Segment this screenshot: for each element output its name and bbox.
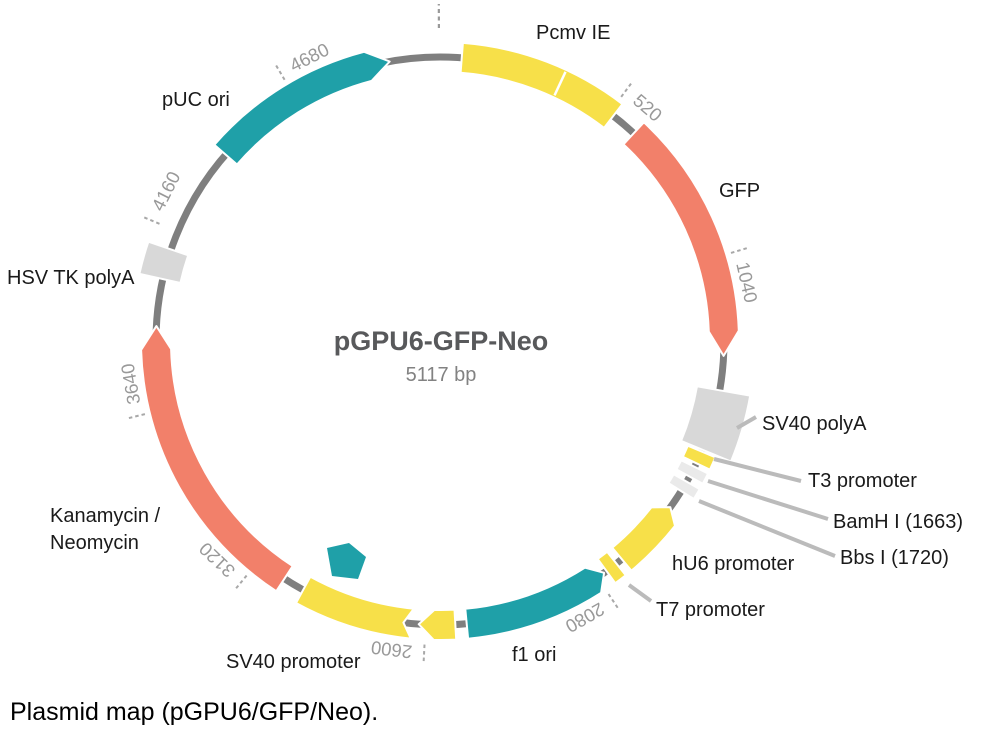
feature-sv40-promoter-arrowhead: [417, 608, 458, 641]
feature-label-line: SV40 polyA: [762, 413, 867, 435]
tick-dash-1040: [730, 247, 748, 254]
feature-bbs1-site: [667, 473, 701, 500]
feature-label-line: T3 promoter: [808, 470, 917, 492]
tick-label-3640: 3640: [117, 362, 145, 406]
leader-bamh1-site: [707, 479, 829, 521]
feature-sv40-promoter: [295, 575, 415, 640]
feature-label-line: BamH I (1663): [833, 511, 963, 533]
tick-label-520: 520: [629, 90, 666, 126]
feature-label-sv40-polya: SV40 polyA: [762, 413, 867, 435]
feature-pcmv-ie: [459, 41, 624, 129]
feature-label-t7-promoter: T7 promoter: [656, 599, 765, 621]
feature-label-line: T7 promoter: [656, 599, 765, 621]
tick-dash-3640: [128, 413, 146, 420]
tick-dash-520: [620, 82, 633, 98]
feature-label-bbs1-site: Bbs I (1720): [840, 547, 949, 569]
plasmid-size: 5117 bp: [406, 364, 477, 386]
tick-label-4160: 4160: [147, 168, 184, 214]
feature-label-f1-ori: f1 ori: [512, 644, 556, 666]
feature-hu6-promoter: [611, 506, 676, 572]
feature-sv40-polya: [680, 385, 752, 463]
leader-t3-promoter: [713, 457, 802, 483]
feature-t7-promoter: [596, 550, 627, 585]
tick-dash-3120: [235, 574, 248, 590]
feature-label-puc-ori: pUC ori: [162, 89, 230, 111]
feature-label-line: Pcmv IE: [536, 22, 610, 44]
tick-label-2600: 2600: [370, 637, 413, 663]
feature-label-line: Neomycin: [50, 532, 139, 554]
feature-label-bamh1-site: BamH I (1663): [833, 511, 963, 533]
leader-t7-promoter: [627, 583, 653, 603]
feature-label-line: pUC ori: [162, 89, 230, 111]
feature-label-sv40-promoter: SV40 promoter: [226, 651, 361, 673]
tick-dash-2080: [607, 593, 619, 609]
feature-label-line: Kanamycin /: [50, 505, 160, 527]
feature-label-line: SV40 promoter: [226, 651, 361, 673]
feature-label-line: f1 ori: [512, 644, 556, 666]
feature-kanamycin-neomycin: [140, 325, 294, 593]
tick-dash-4680: [275, 64, 286, 81]
insert-marker: [327, 543, 366, 579]
feature-label-pcmv-ie: Pcmv IE: [536, 22, 610, 44]
feature-gfp: [622, 121, 740, 357]
feature-bamh1-site: [675, 459, 709, 485]
feature-f1-ori: [464, 566, 606, 640]
feature-divider-pcmv-ie: [553, 71, 567, 96]
tick-dash-4160: [143, 216, 160, 225]
feature-label-line: Bbs I (1720): [840, 547, 949, 569]
leader-bbs1-site: [698, 499, 836, 558]
plasmid-title: pGPU6-GFP-Neo: [334, 326, 549, 356]
feature-label-hsv-tk-polya: HSV TK polyA: [7, 267, 135, 289]
feature-label-t3-promoter: T3 promoter: [808, 470, 917, 492]
tick-dash-2600: [422, 644, 426, 662]
feature-label-line: hU6 promoter: [672, 553, 795, 575]
feature-label-line: HSV TK polyA: [7, 267, 135, 289]
feature-label-line: GFP: [719, 180, 760, 202]
feature-label-gfp: GFP: [719, 180, 760, 202]
feature-label-kanamycin-neomycin: Kanamycin / Neomycin: [50, 505, 160, 554]
feature-puc-ori: [213, 50, 391, 166]
feature-label-hu6-promoter: hU6 promoter: [672, 553, 795, 575]
figure-caption: Plasmid map (pGPU6/GFP/Neo).: [10, 698, 379, 726]
feature-t3-promoter: [681, 444, 717, 471]
leader-sv40-polya: [735, 415, 758, 430]
feature-hsv-tk-polya: [138, 240, 190, 284]
